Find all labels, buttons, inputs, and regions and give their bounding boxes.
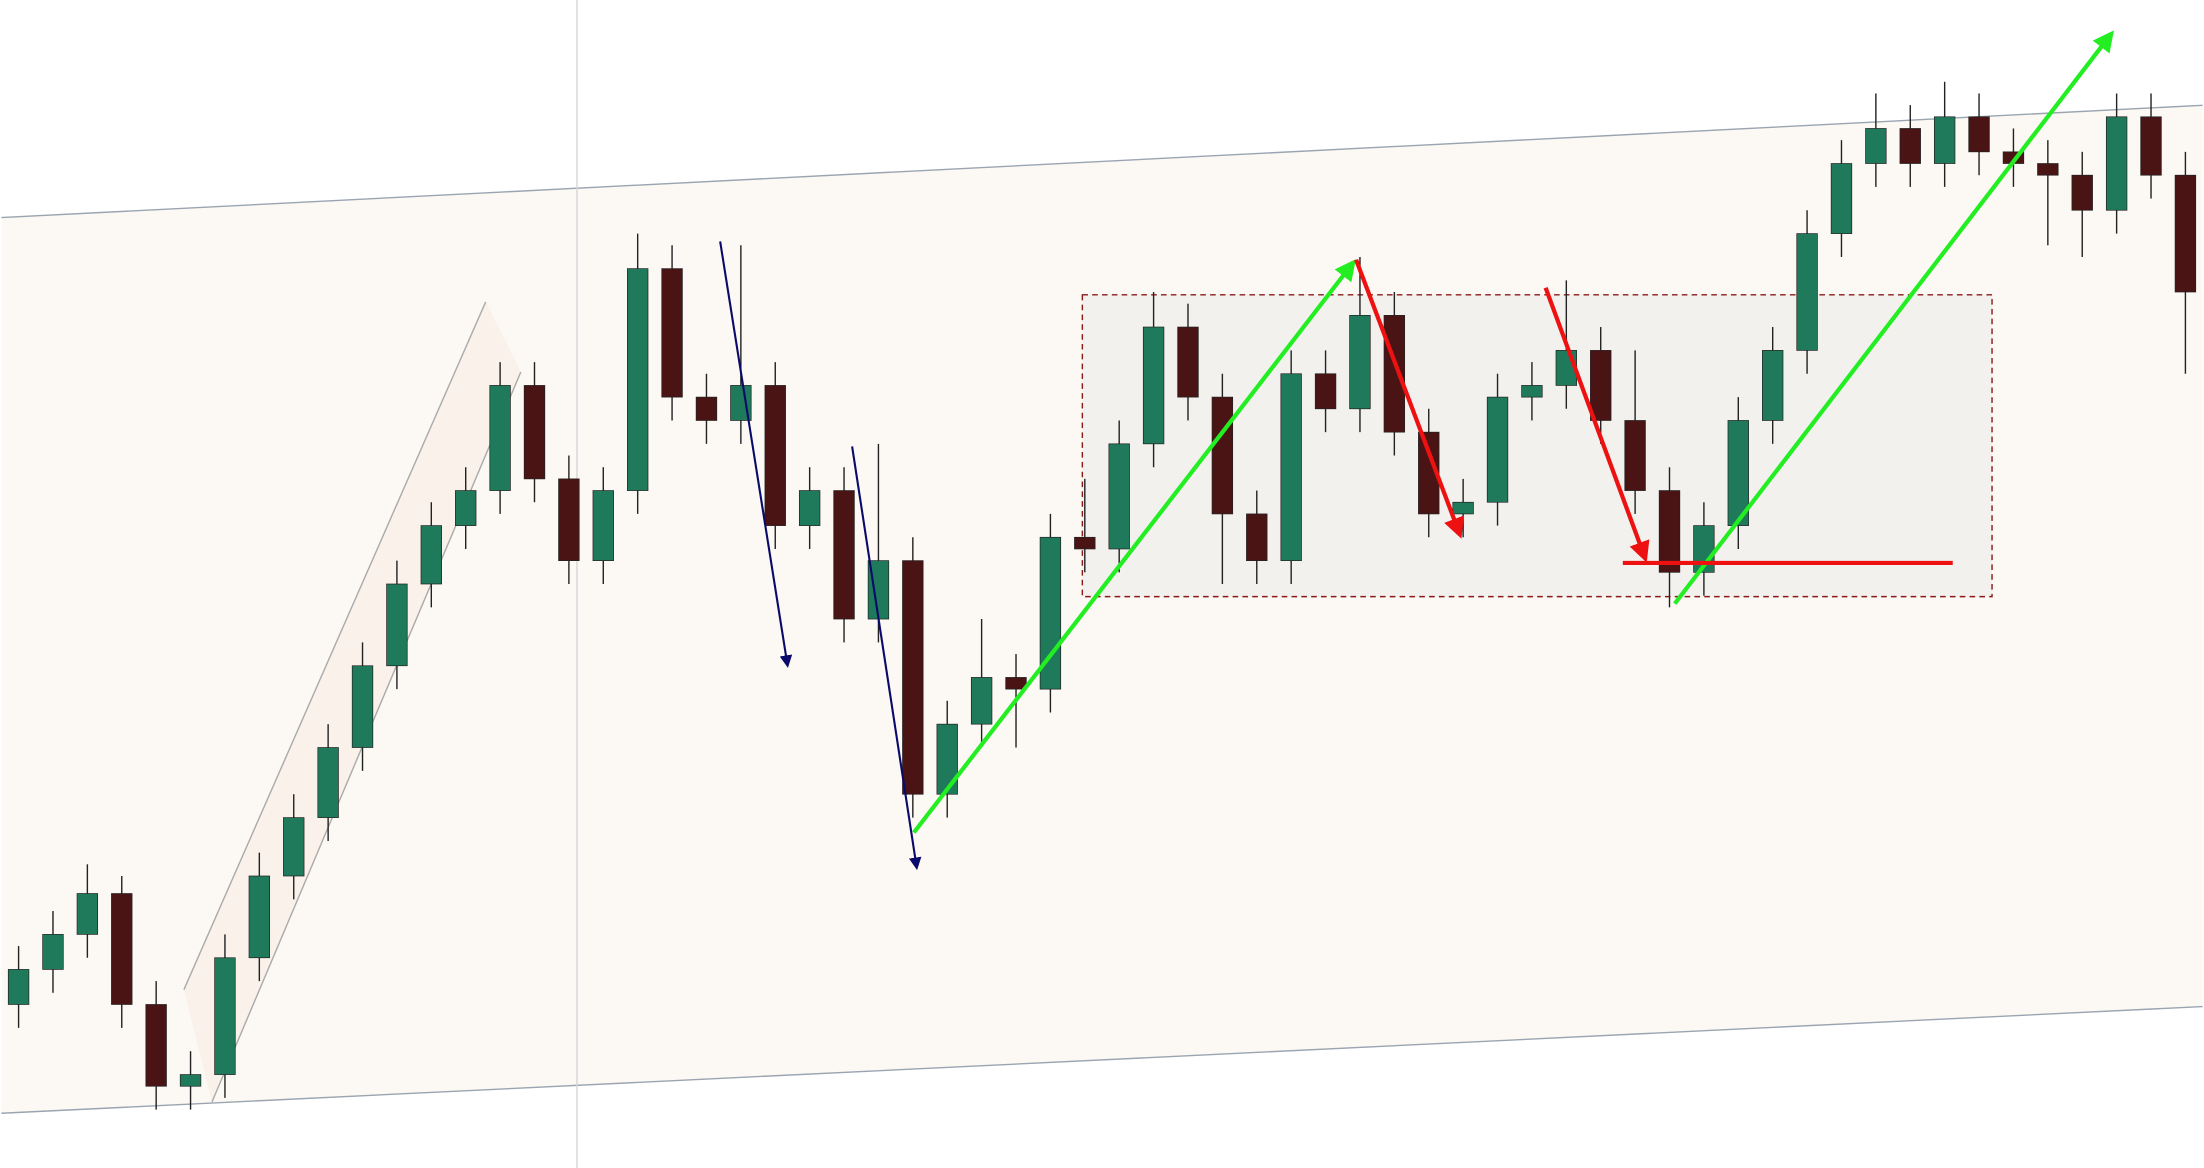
candle-body: [1590, 350, 1612, 421]
candle-body: [76, 893, 99, 935]
candle-body: [1796, 233, 1818, 351]
red-arrow: [1354, 258, 1464, 539]
candle-body: [1108, 443, 1130, 550]
candle-body: [1762, 350, 1784, 421]
candle-body: [2071, 174, 2093, 211]
candle-body: [661, 268, 683, 398]
channel-top: [1, 104, 2203, 219]
candle-body: [455, 490, 477, 526]
candle-body: [1452, 501, 1474, 515]
candle-body: [1383, 315, 1406, 433]
candle-body: [1830, 163, 1853, 234]
candle-body: [764, 385, 786, 526]
candle-body: [214, 957, 236, 1075]
candle-body: [1280, 373, 1302, 561]
candle-body: [2105, 116, 2128, 211]
candle-body: [1418, 431, 1440, 515]
candle-body: [523, 385, 546, 480]
range-box: [1081, 294, 1993, 598]
blue-arrow: [851, 446, 922, 871]
candle-body: [145, 1004, 167, 1087]
candle-body: [558, 478, 580, 561]
candle-body: [1314, 373, 1337, 410]
candle-body: [1658, 490, 1681, 573]
candle-body: [970, 677, 993, 725]
candle-body: [695, 396, 718, 421]
candle-body: [1211, 396, 1234, 515]
candle-body: [179, 1074, 202, 1087]
channel-bottom: [1, 1005, 2203, 1114]
green-arrow: [912, 259, 1356, 834]
candle-body: [489, 385, 511, 491]
candle-body: [1899, 128, 1921, 164]
candle-body: [2037, 163, 2059, 176]
candle-body: [592, 490, 614, 561]
candle-body: [1142, 326, 1165, 445]
candle-body: [798, 490, 821, 526]
green-arrow: [1673, 30, 2114, 605]
candle-body: [1933, 116, 1956, 164]
candles: [7, 81, 2197, 1110]
candle-body: [2140, 116, 2162, 176]
channel-fill: [1, 105, 2203, 1114]
candle-body: [420, 525, 442, 585]
candle-body: [1486, 396, 1509, 503]
candle-body: [1074, 536, 1096, 550]
candle-body: [1246, 513, 1268, 561]
blue-arrow: [719, 241, 793, 668]
candle-body: [1865, 128, 1887, 164]
candle-body: [1624, 420, 1646, 491]
candle-body: [902, 560, 924, 795]
candle-body: [248, 875, 271, 959]
candle-body: [1968, 116, 1990, 153]
candle-body: [1727, 420, 1749, 526]
candle-body: [351, 665, 374, 748]
candle-body: [386, 583, 408, 667]
candle-body: [730, 385, 752, 421]
candle-body: [42, 934, 64, 970]
candle-body: [1177, 326, 1199, 398]
candle-body: [1349, 315, 1371, 410]
candle-body: [833, 490, 855, 620]
candle-body: [317, 747, 339, 818]
annotations: [719, 30, 2114, 871]
candle-body: [111, 893, 133, 1005]
red-arrow: [1543, 287, 1650, 563]
candle-body: [936, 723, 958, 795]
candle-body: [283, 817, 305, 877]
candle-body: [627, 268, 649, 491]
small-channel-line: [183, 301, 487, 990]
candle-body: [7, 969, 30, 1005]
candle-body: [1521, 385, 1543, 398]
candle-body: [2174, 174, 2197, 293]
